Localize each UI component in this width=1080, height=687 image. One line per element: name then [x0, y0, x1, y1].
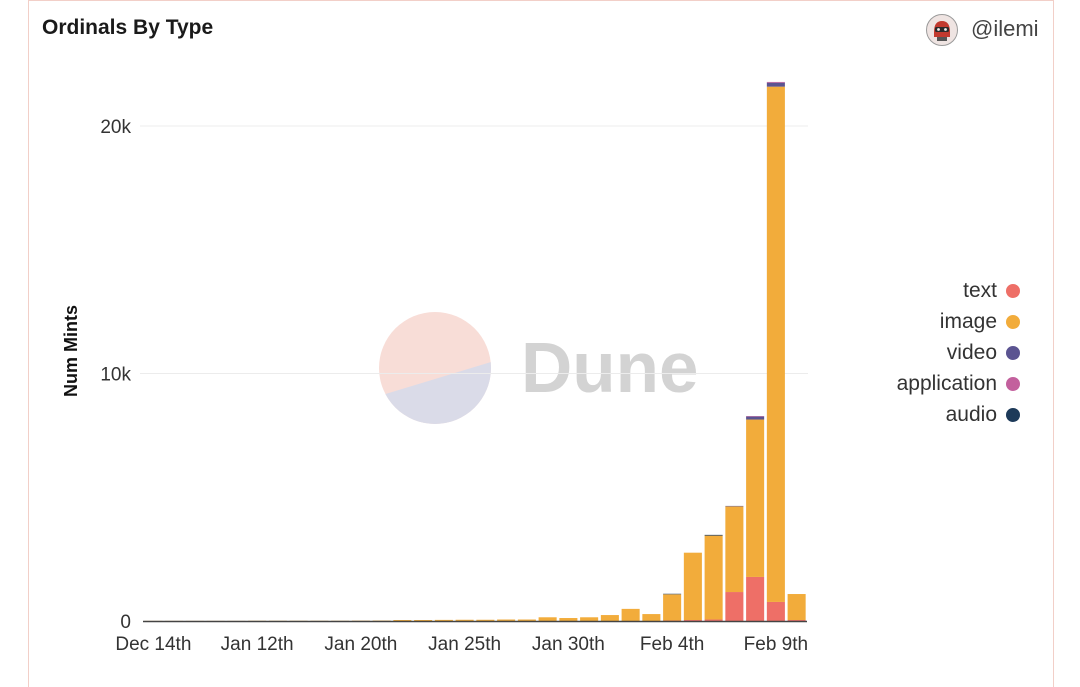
bar-segment-image [642, 614, 661, 621]
bar-segment-image [497, 619, 516, 621]
bar-segment-text [787, 620, 806, 621]
bar-segment-text [725, 592, 744, 621]
x-tick-label: Dec 14th [115, 634, 191, 655]
bar-segment-image [455, 619, 474, 621]
legend-dot-icon [1006, 345, 1020, 360]
legend-label: text [963, 278, 997, 302]
bar-segment-image [787, 594, 806, 621]
bar-segment-image [517, 619, 536, 621]
x-tick-label: Jan 20th [324, 634, 397, 655]
bar-segment-image [434, 619, 453, 621]
bar-segment-text [683, 620, 702, 621]
bar-segment-text [746, 576, 765, 621]
bar-segment-image [414, 620, 433, 621]
legend-label: application [896, 371, 997, 395]
legend-dot-icon [1006, 314, 1020, 329]
dune-logo: Dune [379, 312, 699, 424]
bar-segment-image [393, 620, 412, 621]
bar-segment-image [663, 594, 682, 621]
dune-logo-text: Dune [521, 329, 699, 408]
bar-segment-image [559, 618, 578, 621]
bar-segment-image [621, 608, 640, 621]
x-tick-label: Jan 30th [532, 634, 605, 655]
bar-segment-image [600, 615, 619, 621]
bar-segment-text [766, 601, 785, 621]
x-tick-label: Feb 9th [744, 634, 808, 655]
legend-item-audio[interactable]: audio [860, 399, 1020, 430]
y-tick-label: 10k [100, 365, 131, 386]
bar-segment-image [704, 535, 723, 620]
x-tick-label: Jan 12th [221, 634, 294, 655]
legend-label: image [939, 309, 997, 333]
bar-segment-video [746, 416, 765, 420]
axes: 0 10k 20k Dec 14th Jan 12th Jan 20th Jan 25th J… [100, 117, 808, 655]
legend-label: video [946, 340, 997, 364]
bar-segment-video [766, 82, 785, 87]
chart-card [28, 0, 1054, 687]
avatar[interactable] [926, 14, 958, 46]
bar-segment-image [538, 617, 557, 621]
legend-item-application[interactable]: application [860, 368, 1020, 399]
bar-segment-image [746, 419, 765, 577]
bar-segment-image [580, 617, 599, 621]
legend-dot-icon [1006, 283, 1020, 298]
bars [144, 81, 806, 622]
bar-segment-image [683, 552, 702, 621]
x-tick-label: Feb 4th [640, 634, 704, 655]
legend-dot-icon [1006, 376, 1020, 391]
username-link[interactable]: @ilemi [971, 16, 1039, 41]
bar-segment-image [476, 619, 495, 621]
y-axis-label: Num Mints [61, 305, 81, 397]
x-tick-label: Jan 25th [428, 634, 501, 655]
legend-dot-icon [1006, 407, 1020, 422]
gridlines [140, 125, 808, 374]
bar-segment-image [725, 506, 744, 593]
y-tick-label: 20k [100, 117, 131, 138]
bar-segment-image [766, 86, 785, 602]
legend-item-image[interactable]: image [860, 306, 1020, 337]
legend-label: audio [945, 402, 997, 426]
bar-segment-application [766, 81, 785, 83]
legend-item-text[interactable]: text [860, 275, 1020, 306]
y-tick-label: 0 [120, 612, 131, 633]
legend: text image video application audio [860, 275, 1020, 430]
chart-title: Ordinals By Type [42, 16, 214, 39]
bar-segment-text [704, 619, 723, 621]
bar-segment-audio [704, 534, 723, 536]
dune-logo-icon [379, 312, 491, 424]
legend-item-video[interactable]: video [860, 337, 1020, 368]
